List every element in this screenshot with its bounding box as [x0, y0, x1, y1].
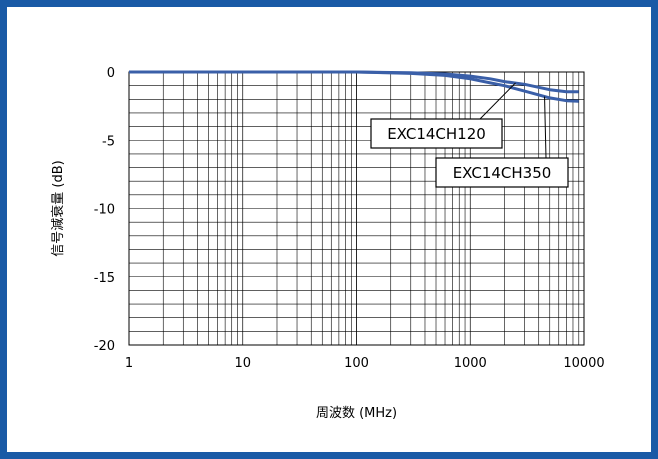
series-layer: [129, 70, 579, 103]
x-tick-label: 1: [125, 356, 133, 371]
x-tick-labels: 1 10 100 1000 10000: [125, 356, 605, 371]
x-axis-label: 周波数 (MHz): [316, 406, 397, 421]
x-tick-label: 1000: [454, 356, 487, 371]
y-axis-label: 信号減衰量 (dB): [50, 160, 66, 256]
annotation-label: EXC14CH350: [453, 164, 552, 182]
annotation-label: EXC14CH120: [387, 125, 486, 143]
annotation-box: [435, 157, 569, 188]
y-tick-label: -10: [94, 203, 115, 218]
grid: [128, 71, 585, 346]
annotation-leaders: [479, 82, 547, 159]
annotations: EXC14CH120 EXC14CH350: [370, 118, 569, 188]
y-tick-label: -20: [94, 339, 115, 354]
x-tick-label: 10: [234, 356, 251, 371]
y-tick-labels: 0 -5 -10 -15 -20: [94, 66, 115, 354]
series-line-exc14ch350: [129, 70, 579, 103]
y-tick-label: 0: [107, 66, 115, 81]
y-tick-label: -5: [102, 134, 115, 149]
annotation-leader: [544, 96, 547, 159]
annotation-leader: [479, 82, 516, 120]
x-tick-label: 10000: [563, 356, 604, 371]
annotation-box: [370, 118, 503, 149]
y-tick-label: -15: [94, 271, 115, 286]
x-tick-label: 100: [344, 356, 369, 371]
